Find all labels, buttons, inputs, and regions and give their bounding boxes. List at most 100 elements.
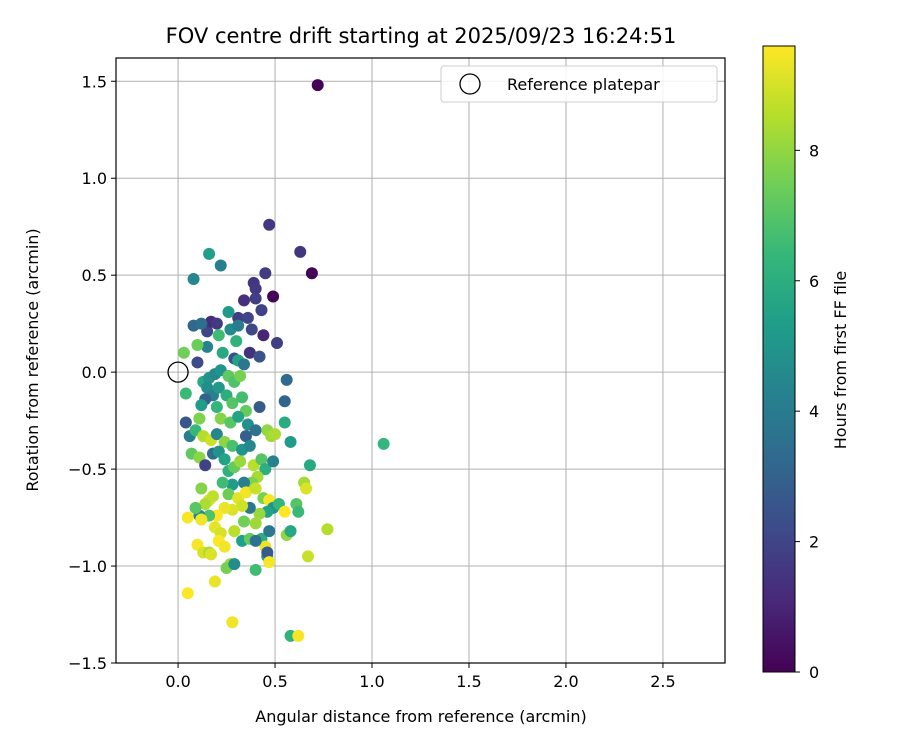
y-tick-label-0: −1.5 (68, 654, 107, 673)
data-point-8 (249, 292, 262, 305)
grid (116, 58, 725, 664)
reference-platepar-marker (167, 361, 189, 383)
data-point-4 (294, 245, 307, 258)
data-point-16 (243, 346, 256, 359)
data-point-113 (218, 501, 231, 514)
data-point-22 (191, 356, 204, 369)
data-point-39 (177, 346, 190, 359)
data-point-14 (257, 329, 270, 342)
x-tick-label-4: 2.0 (553, 672, 578, 691)
colorbar-tick-label-2: 4 (809, 402, 819, 421)
data-point-25 (210, 317, 223, 330)
plot-frame (115, 57, 726, 664)
data-point-49 (234, 370, 247, 383)
data-point-58 (195, 399, 208, 412)
colorbar-tick-label-1: 2 (809, 533, 819, 552)
data-point-40 (179, 387, 192, 400)
data-point-90 (234, 455, 247, 468)
data-point-35 (216, 346, 229, 359)
data-point-154 (249, 563, 262, 576)
data-point-27 (195, 317, 208, 330)
y-tick-label-2: −0.5 (68, 460, 107, 479)
data-point-132 (278, 505, 291, 518)
data-point-19 (280, 373, 293, 386)
data-point-60 (214, 412, 227, 425)
data-point-29 (187, 273, 200, 286)
reference-marker (167, 361, 189, 383)
chart-title: FOV centre drift starting at 2025/09/23 … (166, 24, 677, 48)
data-point-92 (255, 453, 268, 466)
data-point-15 (270, 337, 283, 350)
data-point-81 (243, 439, 256, 452)
data-point-102 (239, 486, 252, 499)
data-point-54 (226, 397, 239, 410)
data-point-131 (263, 525, 276, 538)
colorbar-label: Hours from first FF file (831, 271, 850, 450)
data-point-10 (238, 294, 251, 307)
data-point-31 (222, 306, 235, 319)
data-point-62 (232, 410, 245, 423)
data-point-20 (278, 395, 291, 408)
data-point-109 (253, 507, 266, 520)
colorbar: 0 2 4 6 8 Hours from first FF file (762, 45, 850, 682)
data-point-147 (218, 540, 231, 553)
data-point-70 (179, 416, 192, 429)
data-point-103 (249, 482, 262, 495)
y-axis-label: Rotation from reference (arcmin) (23, 228, 42, 491)
y-axis-ticks: −1.5 −1.0 −0.5 0.0 0.5 1.0 1.5 (68, 72, 116, 673)
y-tick-label-4: 0.5 (82, 266, 107, 285)
data-point-159 (181, 587, 194, 600)
data-point-100 (222, 488, 235, 501)
data-point-121 (189, 501, 202, 514)
y-tick-label-6: 1.5 (82, 72, 107, 91)
data-point-78 (226, 439, 239, 452)
data-point-73 (193, 412, 206, 425)
data-point-55 (236, 391, 249, 404)
data-point-13 (245, 323, 258, 336)
data-point-46 (238, 358, 251, 371)
colorbar-tick-label-3: 6 (809, 272, 819, 291)
data-point-28 (214, 259, 227, 272)
data-point-141 (302, 550, 315, 563)
data-point-98 (226, 478, 239, 491)
data-point-118 (206, 490, 219, 503)
data-point-64 (249, 424, 262, 437)
data-point-2 (267, 290, 280, 303)
data-point-84 (199, 459, 212, 472)
data-point-116 (195, 482, 208, 495)
colorbar-tick-label-0: 0 (809, 663, 819, 682)
data-point-33 (232, 319, 245, 332)
data-point-158 (208, 575, 221, 588)
data-point-111 (236, 499, 249, 512)
colorbar-gradient (762, 45, 796, 673)
x-axis-label: Angular distance from reference (arcmin) (255, 707, 586, 726)
data-point-123 (195, 513, 208, 526)
data-point-142 (377, 437, 390, 450)
y-tick-label-3: 0.0 (82, 363, 107, 382)
data-point-3 (263, 218, 276, 231)
data-point-122 (181, 511, 194, 524)
data-point-68 (278, 416, 291, 429)
x-tick-label-5: 2.5 (650, 672, 675, 691)
data-point-162 (292, 629, 305, 642)
data-point-67 (269, 428, 282, 441)
x-axis-ticks: 0.0 0.5 1.0 1.5 2.0 2.5 (165, 663, 676, 691)
x-tick-label-1: 0.5 (262, 672, 287, 691)
data-point-7 (249, 282, 262, 295)
data-point-52 (212, 381, 225, 394)
data-point-69 (284, 435, 297, 448)
data-point-36 (230, 335, 243, 348)
data-point-12 (241, 311, 254, 324)
data-point-5 (259, 267, 272, 280)
data-point-157 (263, 556, 276, 569)
legend-box (440, 65, 718, 103)
data-points (177, 79, 390, 642)
data-point-38 (191, 338, 204, 351)
data-point-160 (226, 616, 239, 629)
data-point-30 (203, 247, 216, 260)
data-point-76 (210, 428, 223, 441)
legend: Reference platepar (440, 65, 718, 103)
data-point-93 (259, 463, 272, 476)
